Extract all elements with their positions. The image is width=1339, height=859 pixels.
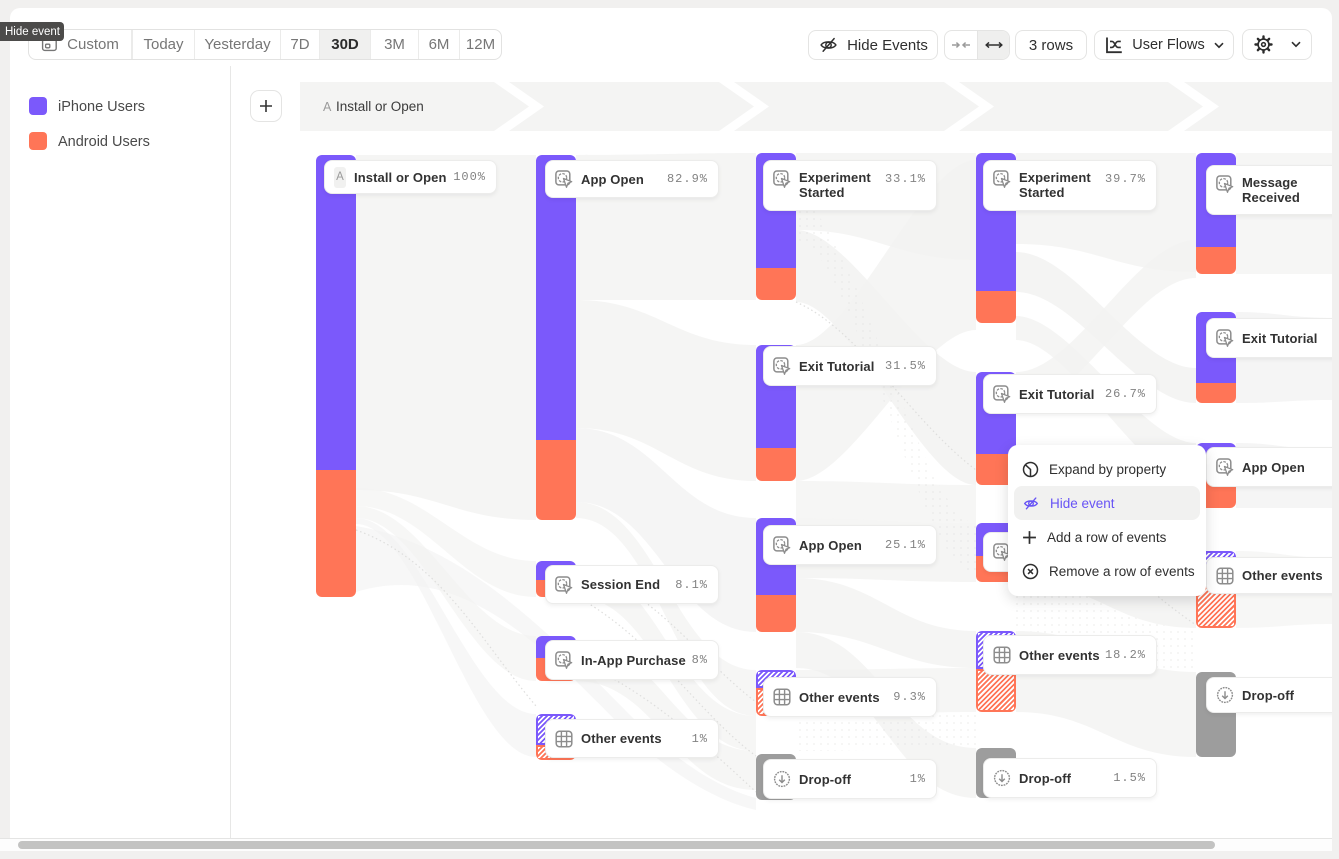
svg-text:A: A <box>323 100 332 114</box>
svg-text:Install or Open: Install or Open <box>336 99 424 114</box>
